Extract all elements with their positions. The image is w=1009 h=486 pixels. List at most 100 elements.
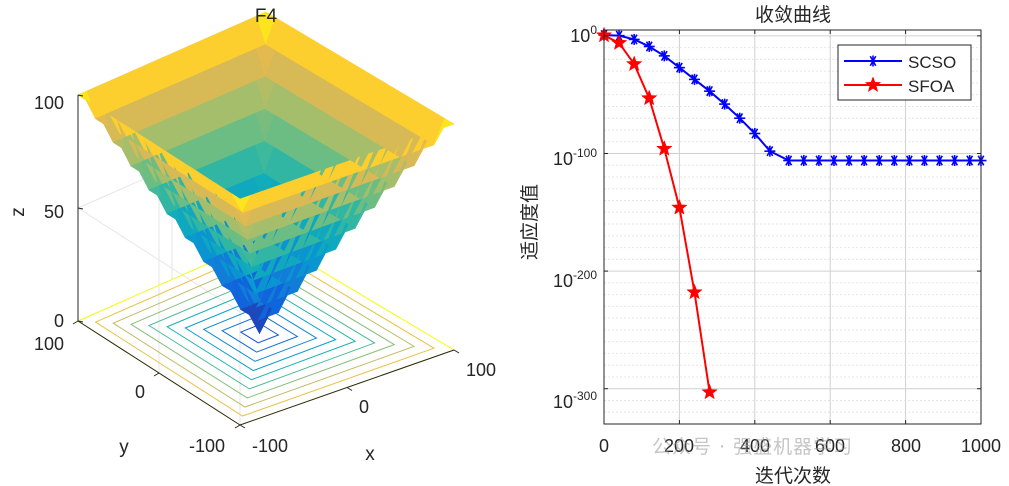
y-tick-1e-300-power: -300 — [573, 389, 597, 403]
surface-y-tick-0: 0 — [135, 382, 145, 402]
surface-plot: F4 100 50 0 z 100 0 -100 y -100 0 100 x — [8, 6, 496, 465]
grid-lines — [604, 30, 981, 425]
point-sfoa — [701, 383, 718, 400]
surface-z-tick-0: 0 — [54, 311, 64, 331]
x-tick-800: 800 — [891, 436, 921, 456]
surface-face — [433, 117, 455, 145]
x-axis-label: 迭代次数 — [755, 465, 831, 486]
x-tick-0: 0 — [599, 436, 609, 456]
legend-label-sfoa: SFOA — [908, 77, 955, 96]
legend-marker-sfoa — [864, 76, 882, 93]
point-scso — [873, 155, 885, 167]
z-tick-mark — [77, 320, 84, 323]
y-tick-1e-200-base: 10 — [553, 271, 573, 291]
point-scso — [643, 40, 655, 52]
contour-level-70 — [130, 266, 396, 399]
z-tick-mark — [77, 94, 84, 97]
point-scso — [813, 155, 825, 167]
legend: SCSO SFOA — [837, 44, 972, 101]
surface-x-tick-neg100: -100 — [252, 436, 288, 456]
contour-lines — [76, 237, 456, 426]
point-scso — [764, 145, 776, 157]
watermark: 公众号 · 强盛机器学习 — [652, 436, 854, 458]
x-tick-400: 400 — [740, 436, 770, 456]
contour-level-60 — [147, 276, 376, 390]
x-tick-1000: 1000 — [961, 436, 1001, 456]
point-scso — [673, 62, 685, 74]
y-tick-1e-100: 10-100 — [553, 146, 597, 169]
surface-x-tick-100: 100 — [466, 360, 496, 380]
y-tick-1e-300: 10-300 — [553, 389, 597, 412]
surface-z-label: z — [8, 207, 29, 217]
point-scso — [949, 155, 961, 167]
plot-frame — [603, 29, 982, 425]
x-tick-200: 200 — [664, 436, 694, 456]
contour-level-50 — [166, 285, 357, 381]
legend-marker-scso — [867, 55, 879, 67]
y-tick-mark — [153, 372, 160, 377]
point-scso — [783, 155, 795, 167]
y-tick-mark — [234, 424, 241, 429]
point-scso — [934, 155, 946, 167]
point-scso — [719, 98, 731, 110]
y-tick-1e-100-power: -100 — [573, 146, 597, 160]
series-scso — [598, 29, 987, 167]
surface-title: F4 — [255, 6, 278, 27]
x-tick-mark — [453, 349, 460, 354]
surface-z-tick-100: 100 — [34, 93, 64, 113]
point-scso — [658, 50, 670, 62]
x-tick-mark — [239, 424, 246, 429]
y-tick-1e0-power: 0 — [590, 23, 597, 37]
point-scso — [964, 155, 976, 167]
z-tick-mark — [77, 207, 84, 210]
point-scso — [749, 127, 761, 139]
contour-level-20 — [221, 314, 299, 353]
series-lines — [595, 26, 987, 400]
tick-marks — [603, 30, 982, 424]
y-tick-1e-100-base: 10 — [553, 149, 573, 169]
y-tick-1e-300-base: 10 — [553, 392, 573, 412]
point-scso — [628, 33, 640, 45]
point-sfoa — [625, 55, 643, 72]
y-tick-1e0: 100 — [570, 23, 597, 46]
contour-level-10 — [239, 323, 280, 344]
series-sfoa — [595, 26, 718, 400]
contour-level-30 — [202, 304, 318, 362]
point-sfoa — [640, 89, 658, 106]
convergence-title: 收敛曲线 — [755, 4, 831, 26]
point-scso — [734, 112, 746, 124]
y-tick-1e-200-power: -200 — [573, 268, 597, 282]
point-sfoa — [671, 198, 688, 215]
point-scso — [903, 155, 915, 167]
y-tick-mark — [72, 320, 79, 325]
surface-y-tick-100: 100 — [34, 334, 64, 354]
contour-level-40 — [184, 295, 337, 372]
surface-x-label: x — [365, 444, 375, 465]
surface-y-label: y — [119, 437, 129, 458]
y-axis-label: 适应度值 — [519, 184, 541, 260]
legend-label-scso: SCSO — [908, 53, 956, 72]
surface-axis-lines — [72, 94, 460, 429]
point-scso — [828, 155, 840, 167]
contour-level-90 — [94, 247, 436, 417]
surface-x-tick-0: 0 — [359, 397, 369, 417]
surface-mesh — [77, 11, 455, 335]
point-sfoa — [610, 34, 628, 50]
legend-symbol-sfoa — [864, 76, 882, 93]
x-tick-mark — [346, 387, 353, 391]
point-scso — [704, 85, 716, 97]
x-tick-600: 600 — [815, 436, 845, 456]
contour-level-80 — [112, 256, 416, 408]
convergence-plot: 收敛曲线 0 200 400 600 800 1000 迭代次数 100 10-… — [519, 4, 1001, 486]
point-scso — [688, 73, 700, 85]
y-tick-1e0-base: 10 — [570, 26, 590, 46]
point-scso — [798, 155, 810, 167]
point-scso — [888, 155, 900, 167]
point-scso — [858, 155, 870, 167]
y-tick-1e-200: 10-200 — [553, 268, 597, 291]
surface-z-tick-50: 50 — [44, 202, 64, 222]
legend-symbol-scso — [867, 55, 879, 67]
surface-y-tick-neg100: -100 — [189, 436, 225, 456]
point-scso — [918, 155, 930, 167]
point-sfoa — [686, 283, 703, 300]
